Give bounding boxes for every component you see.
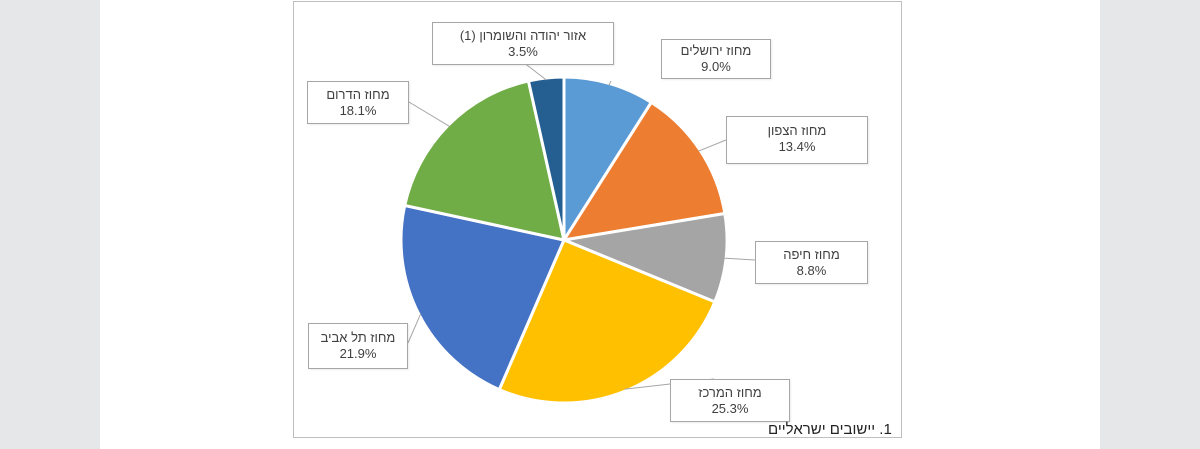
leader-line (698, 139, 727, 152)
data-label: מחוז הצפון 13.4% (726, 116, 868, 164)
data-label: מחוז ירושלים 9.0% (661, 39, 771, 79)
leader-line (723, 257, 756, 261)
data-label: מחוז הדרום 18.1% (307, 81, 409, 124)
pie-slice (497, 238, 717, 405)
data-label: אזור יהודה והשומרון (1) 3.5% (432, 22, 614, 65)
pie-slice (399, 203, 567, 392)
pie-chart (399, 61, 756, 405)
data-label: מחוז תל אביב 21.9% (308, 323, 408, 369)
chart-area: מחוז ירושלים 9.0% מחוז הצפון 13.4% מחוז … (293, 1, 902, 438)
chart-caption: 1. יישובים ישראליים (768, 421, 892, 438)
leader-line (408, 101, 451, 127)
leader-line (608, 80, 612, 86)
pie-slice (526, 75, 566, 241)
data-label: מחוז המרכז 25.3% (670, 379, 790, 422)
leader-line (407, 313, 422, 344)
data-label: מחוז חיפה 8.8% (755, 241, 868, 284)
